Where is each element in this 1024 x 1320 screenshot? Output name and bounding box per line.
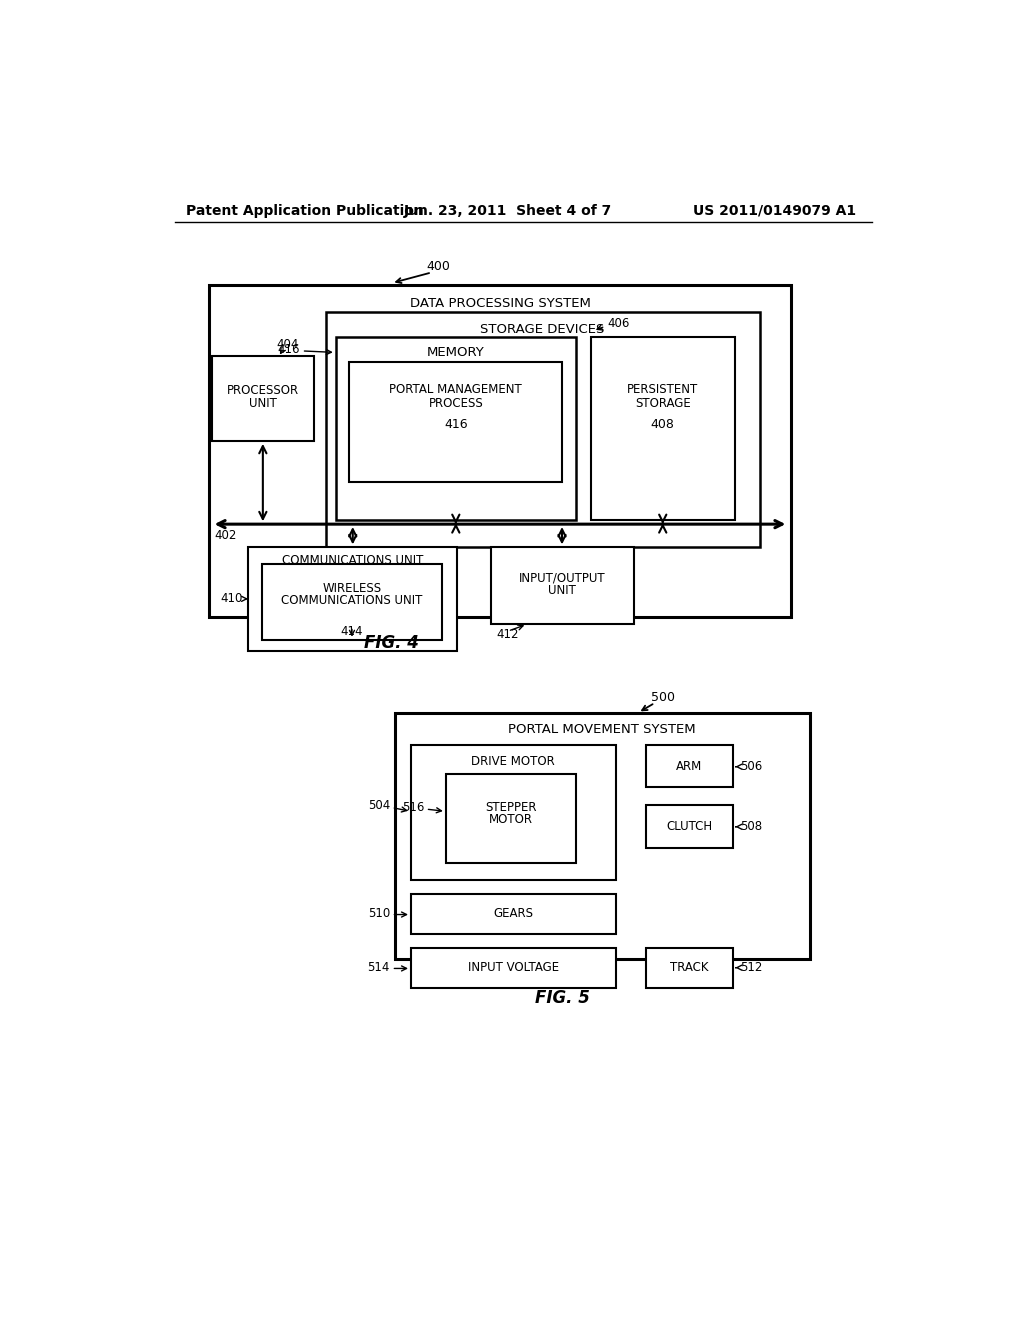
Text: 514: 514 (368, 961, 390, 974)
Text: INPUT/OUTPUT: INPUT/OUTPUT (519, 572, 605, 585)
Text: 516: 516 (401, 801, 424, 814)
Text: MEMORY: MEMORY (427, 346, 484, 359)
Text: ARM: ARM (676, 760, 702, 774)
Text: STORAGE DEVICES: STORAGE DEVICES (480, 323, 605, 335)
Text: 404: 404 (276, 338, 299, 351)
Text: 506: 506 (740, 760, 763, 774)
Text: STEPPER: STEPPER (485, 801, 537, 814)
Text: US 2011/0149079 A1: US 2011/0149079 A1 (693, 203, 856, 218)
Text: PORTAL MOVEMENT SYSTEM: PORTAL MOVEMENT SYSTEM (509, 723, 696, 737)
Bar (336, 337, 575, 520)
Text: COMMUNICATIONS UNIT: COMMUNICATIONS UNIT (282, 594, 423, 607)
Bar (490, 548, 634, 624)
Bar (395, 713, 810, 960)
Text: MOTOR: MOTOR (488, 813, 532, 826)
Bar (262, 564, 442, 640)
Text: 408: 408 (651, 417, 675, 430)
Bar (212, 356, 314, 441)
Bar (592, 337, 735, 520)
Text: CLUTCH: CLUTCH (666, 820, 712, 833)
Text: 414: 414 (341, 624, 364, 638)
Bar (411, 894, 616, 933)
Text: TRACK: TRACK (670, 961, 709, 974)
Text: 400: 400 (426, 260, 451, 273)
Text: 410: 410 (220, 593, 243, 606)
Text: 416: 416 (278, 343, 300, 356)
Text: 402: 402 (215, 529, 238, 543)
Bar (646, 805, 732, 847)
Text: INPUT VOLTAGE: INPUT VOLTAGE (468, 961, 559, 974)
Text: 416: 416 (444, 417, 468, 430)
Text: COMMUNICATIONS UNIT: COMMUNICATIONS UNIT (282, 554, 424, 566)
Bar (646, 948, 732, 987)
Text: 412: 412 (496, 628, 518, 640)
Text: GEARS: GEARS (494, 907, 534, 920)
Bar (349, 363, 562, 482)
Text: PROCESSOR: PROCESSOR (226, 384, 299, 397)
Text: PORTAL MANAGEMENT: PORTAL MANAGEMENT (389, 383, 522, 396)
Text: UNIT: UNIT (249, 397, 276, 409)
Text: FIG. 5: FIG. 5 (535, 989, 590, 1007)
Text: UNIT: UNIT (548, 583, 575, 597)
Text: DRIVE MOTOR: DRIVE MOTOR (471, 755, 555, 768)
Bar (326, 313, 760, 548)
Text: PERSISTENT: PERSISTENT (627, 383, 698, 396)
Text: Jun. 23, 2011  Sheet 4 of 7: Jun. 23, 2011 Sheet 4 of 7 (403, 203, 612, 218)
Text: STORAGE: STORAGE (635, 397, 690, 409)
Text: 406: 406 (607, 317, 630, 330)
Text: DATA PROCESSING SYSTEM: DATA PROCESSING SYSTEM (410, 297, 591, 310)
Text: Patent Application Publication: Patent Application Publication (186, 203, 424, 218)
Bar (411, 948, 616, 987)
Text: 510: 510 (368, 907, 390, 920)
Text: 504: 504 (368, 799, 390, 812)
Bar (248, 548, 458, 651)
Text: 512: 512 (740, 961, 763, 974)
Text: WIRELESS: WIRELESS (323, 582, 382, 594)
Bar (209, 285, 791, 616)
Bar (445, 775, 575, 863)
Text: 500: 500 (651, 690, 675, 704)
Text: 508: 508 (740, 820, 763, 833)
Bar (646, 744, 732, 788)
Bar (411, 744, 616, 880)
Text: FIG. 4: FIG. 4 (365, 635, 419, 652)
Text: PROCESS: PROCESS (428, 397, 483, 409)
